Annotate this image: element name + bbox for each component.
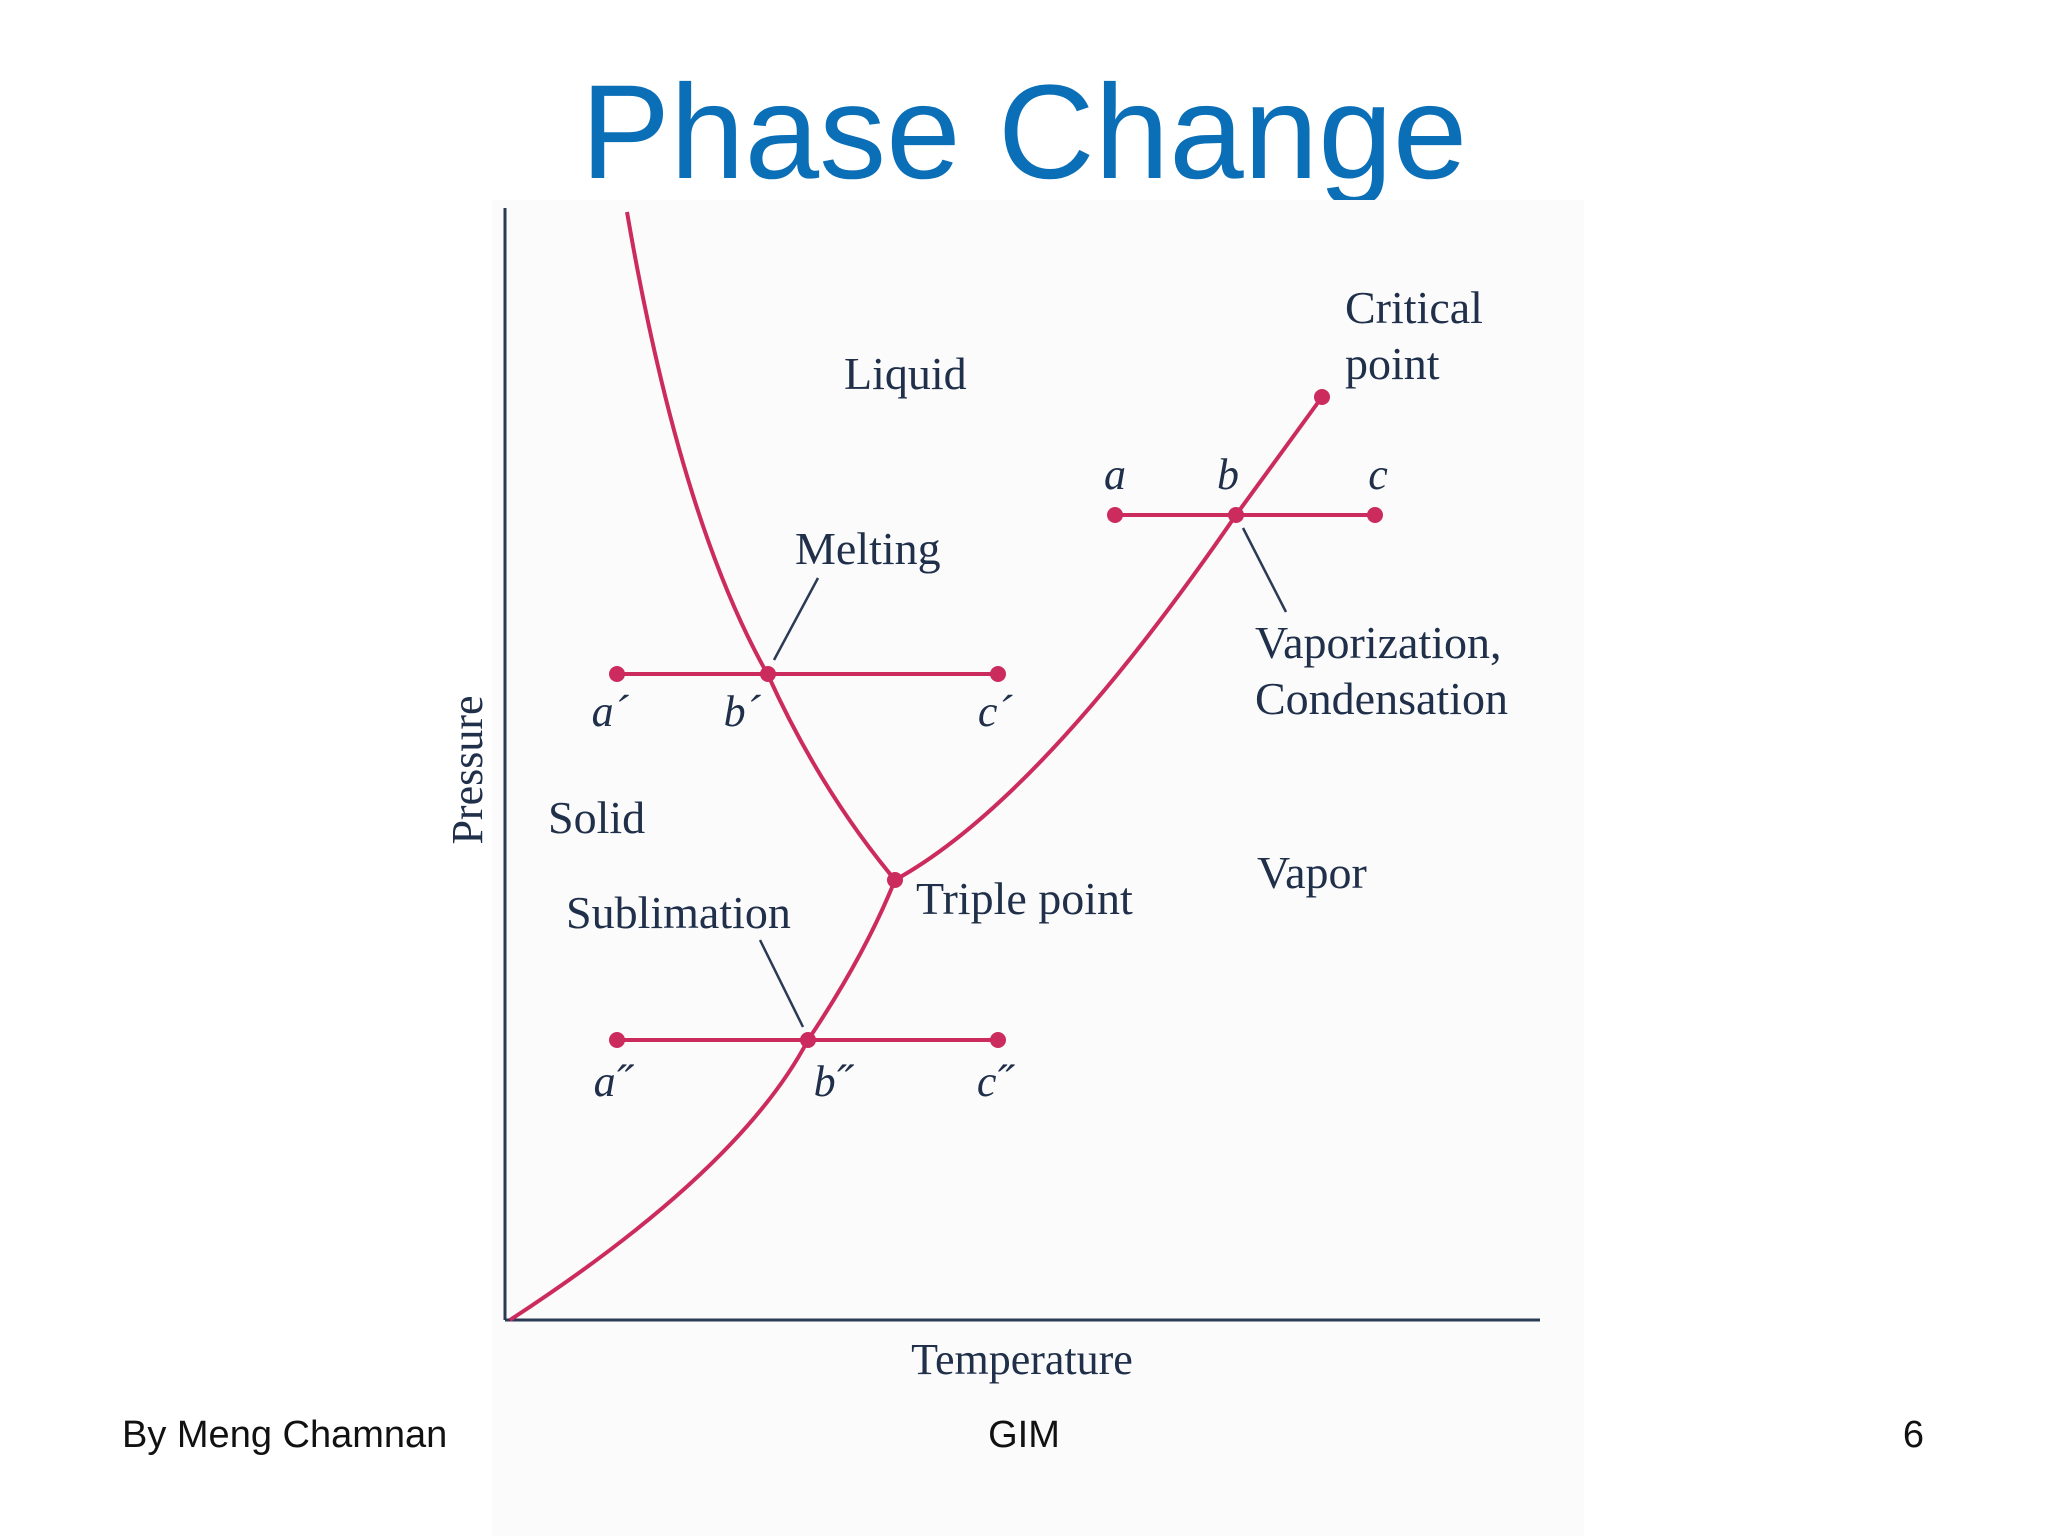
x-axis-label: Temperature	[911, 1335, 1133, 1384]
state-label-b-dprime: b˝	[814, 1057, 855, 1106]
slide-title: Phase Change	[580, 58, 1468, 207]
point-a-dprime-marker	[609, 1032, 625, 1048]
state-label-c: c	[1368, 450, 1388, 499]
vaporization-leader	[1241, 527, 1288, 613]
point-b-prime-marker	[760, 666, 776, 682]
point-c-prime-marker	[990, 666, 1006, 682]
state-label-a-prime: a´	[592, 687, 630, 736]
y-axis-label: Pressure	[443, 695, 492, 844]
triple-point-label: Triple point	[916, 873, 1133, 924]
liquid-label: Liquid	[844, 348, 967, 399]
vapor-label: Vapor	[1257, 847, 1367, 898]
state-label-a: a	[1104, 450, 1126, 499]
point-a-prime-marker	[609, 666, 625, 682]
state-label-a-dprime: a˝	[594, 1057, 635, 1106]
footer-page-number: 6	[1902, 1414, 1924, 1456]
triple-point-marker	[887, 872, 903, 888]
sublimation-leader	[758, 939, 805, 1028]
melting-label: Melting	[795, 523, 941, 574]
footer-author: By Meng Chamnan	[122, 1414, 448, 1456]
vaporization-label-line2: Condensation	[1255, 673, 1508, 724]
sublimation-curve	[508, 879, 897, 1322]
vaporization-label-line1: Vaporization,	[1255, 617, 1502, 668]
critical-point-label-line2: point	[1345, 338, 1440, 389]
state-label-b: b	[1217, 450, 1239, 499]
critical-point-marker	[1314, 389, 1330, 405]
vaporization-curve	[894, 395, 1324, 882]
point-b-dprime-marker	[800, 1032, 816, 1048]
point-a-marker	[1107, 507, 1123, 523]
melting-leader	[772, 577, 820, 661]
state-label-c-dprime: c˝	[977, 1057, 1016, 1106]
footer-organization: GIM	[988, 1414, 1060, 1456]
state-label-c-prime: c´	[978, 687, 1014, 736]
melting-curve	[625, 211, 897, 882]
point-c-dprime-marker	[990, 1032, 1006, 1048]
critical-point-label-line1: Critical	[1345, 282, 1483, 333]
point-c-marker	[1367, 507, 1383, 523]
point-b-marker	[1228, 507, 1244, 523]
state-label-b-prime: b´	[724, 687, 762, 736]
solid-label: Solid	[548, 792, 645, 843]
sublimation-label: Sublimation	[566, 887, 791, 938]
